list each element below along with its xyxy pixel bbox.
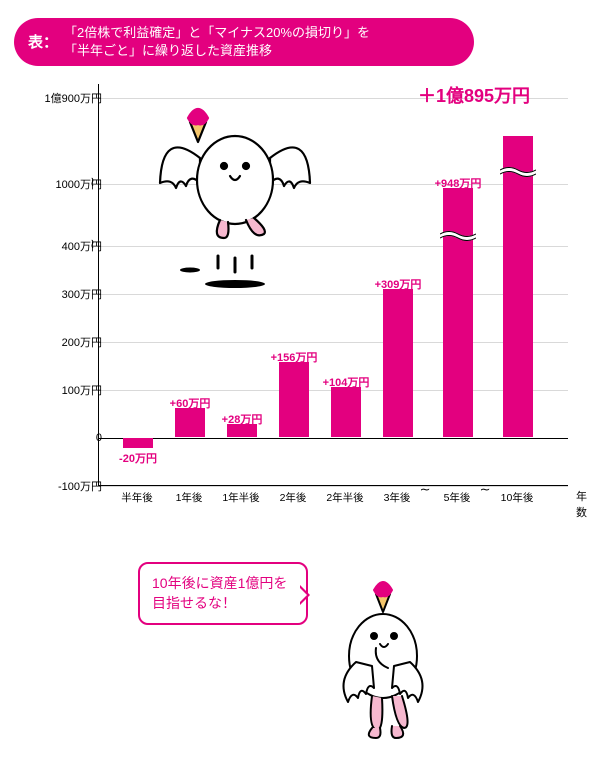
axis-break-mark: ≀ <box>90 174 92 190</box>
y-tick-label: 100万円 <box>32 382 102 398</box>
top-annotation: ＋1億895万円 <box>418 82 530 108</box>
bar <box>279 362 309 437</box>
x-tick-label: 1年半後 <box>222 490 259 505</box>
gridline <box>99 294 568 295</box>
speech-text: 10年後に資産1億円を目指せるな！ <box>152 575 287 611</box>
x-tick-label: 2年後 <box>280 490 307 505</box>
bar-value-label: +948万円 <box>435 175 482 191</box>
bar-break-mark <box>500 167 536 177</box>
x-tick-label: 2年半後 <box>326 490 363 505</box>
mascot-jumping <box>142 88 332 288</box>
bar <box>123 438 153 448</box>
gridline <box>99 486 568 487</box>
axis-break-mark: ≀ <box>90 236 92 252</box>
x-tick-label: 10年後 <box>501 490 534 505</box>
bar-value-label: -20万円 <box>119 450 157 466</box>
y-tick-label: 1億900万円 <box>32 90 102 106</box>
bar <box>503 136 533 437</box>
y-tick-label: -100万円 <box>32 478 102 494</box>
axis-break-mark: ≀ <box>417 487 433 489</box>
axis-break-mark: ≀ <box>477 487 493 489</box>
bar <box>175 408 205 437</box>
x-tick-label: 3年後 <box>384 490 411 505</box>
bar-value-label: +60万円 <box>170 395 211 411</box>
bar-break-mark <box>440 231 476 241</box>
bar-value-label: +104万円 <box>323 374 370 390</box>
title-text: 「2倍株で利益確定」と「マイナス20%の損切り」を 「半年ごと」に繰り返した資産… <box>64 24 370 60</box>
y-tick-label: 200万円 <box>32 334 102 350</box>
gridline <box>99 342 568 343</box>
x-tick-label: 5年後 <box>444 490 471 505</box>
bar <box>383 289 413 437</box>
bar-value-label: +156万円 <box>271 349 318 365</box>
mascot-standing <box>318 570 448 750</box>
x-axis-label: 年数 <box>576 488 587 520</box>
bar-value-label: +28万円 <box>222 411 263 427</box>
bar <box>443 188 473 437</box>
bar-value-label: +309万円 <box>375 276 422 292</box>
y-tick-label: 0 <box>32 432 102 444</box>
x-tick-label: 半年後 <box>121 490 153 505</box>
y-tick-label: 300万円 <box>32 286 102 302</box>
title-lead: 表： <box>28 32 58 53</box>
x-tick-label: 1年後 <box>176 490 203 505</box>
chart-title-pill: 表： 「2倍株で利益確定」と「マイナス20%の損切り」を 「半年ごと」に繰り返し… <box>14 18 474 66</box>
speech-bubble: 10年後に資産1億円を目指せるな！ <box>138 562 308 625</box>
bar <box>331 387 361 437</box>
